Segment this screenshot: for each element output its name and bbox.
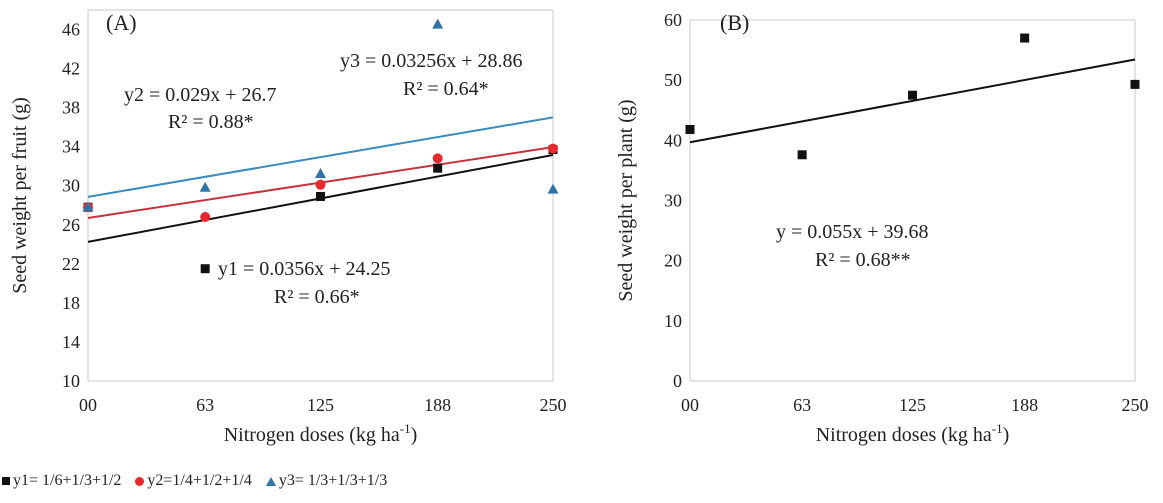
y-tick-label: 26: [62, 215, 80, 235]
data-point-series-1: [685, 125, 695, 135]
data-point-series-3: [82, 201, 94, 212]
y-tick-label: 60: [664, 10, 682, 30]
data-point-series-1: [797, 150, 807, 160]
data-point-series-1: [433, 163, 443, 173]
x-axis-label-sup: -1: [400, 421, 411, 436]
trendline-series-1: [689, 58, 1136, 144]
x-axis-label-main: Nitrogen doses (kg ha: [816, 424, 992, 446]
equation-line: y3 = 0.03256x + 28.86: [340, 50, 523, 72]
y-tick-label: 40: [664, 130, 682, 150]
r-squared-label: R² = 0.88*: [168, 111, 254, 133]
equation-line: y1 = 0.0356x + 24.25: [218, 258, 391, 280]
x-tick-label: 250: [1122, 395, 1149, 415]
legend-square-marker: [2, 477, 10, 485]
x-tick-label: 125: [307, 395, 334, 415]
x-tick-label: 63: [196, 395, 214, 415]
data-point-series-3: [547, 183, 559, 194]
legend-item-y3: y3= 1/3+1/3+1/3: [265, 472, 388, 490]
data-point-series-2: [432, 153, 443, 164]
equation-line: y2 = 0.029x + 26.7: [124, 84, 277, 106]
legend-label-y3: y3= 1/3+1/3+1/3: [278, 472, 388, 489]
y-tick-label: 38: [62, 98, 80, 118]
legend-triangle-marker: [265, 476, 276, 486]
x-axis-label-main: Nitrogen doses (kg ha: [224, 424, 400, 446]
y-tick-label: 10: [664, 311, 682, 331]
y-axis-label: Seed weight per plant (g): [615, 99, 637, 301]
y-tick-label: 50: [664, 70, 682, 90]
x-axis-label-tail: ): [411, 424, 418, 446]
equation-line: y = 0.055x + 39.68: [776, 221, 929, 243]
data-point-series-2: [548, 143, 558, 154]
x-axis-label-sup: -1: [992, 421, 1003, 436]
data-point-series-1: [908, 90, 917, 100]
equation-eq: y = 0.055x + 39.68 R² = 0.68**: [776, 221, 929, 271]
legend-label-y1: y1= 1/6+1/3+1/2: [13, 472, 122, 489]
y-tick-label: 30: [664, 191, 682, 211]
y-tick-label: 46: [62, 20, 80, 40]
x-axis-label: Nitrogen doses (kg ha-1): [816, 421, 1010, 446]
y-tick-label: 34: [62, 137, 80, 157]
legend-label-y2: y2=1/4+1/2+1/4: [147, 472, 252, 489]
y-axis-label: Seed weight per fruit (g): [9, 97, 31, 294]
x-axis-label-tail: ): [1003, 424, 1010, 446]
chart-a-svg: 10 14 18 22 26 30 34 38 42 46 00 63 125 188 250 Nitroge…: [9, 9, 567, 446]
chart-b: 0 10 20 30 40 50 60 00 63 125 188 250 Nitrogen doses…: [590, 0, 1163, 498]
y-tick-label: 20: [664, 251, 682, 271]
panel-label: (B): [720, 10, 749, 35]
legend-circle-marker: [135, 476, 145, 486]
panel-label: (A): [106, 10, 137, 35]
trendline-series-3: [87, 116, 554, 198]
legend-item-y2: y2=1/4+1/2+1/4: [135, 472, 252, 490]
x-tick-label: 125: [899, 395, 926, 415]
r-squared-label: R² = 0.64*: [403, 78, 489, 100]
chart-b-svg: 0 10 20 30 40 50 60 00 63 125 188 250 Nitrogen doses…: [615, 10, 1149, 446]
data-point-series-3: [432, 18, 444, 29]
x-tick-label: 00: [681, 395, 699, 415]
data-point-series-1: [316, 191, 325, 201]
x-axis-label: Nitrogen doses (kg ha-1): [224, 421, 418, 446]
y-tick-label: 42: [62, 59, 80, 79]
data-point-series-1: [1020, 33, 1030, 43]
y-tick-label: 30: [62, 176, 80, 196]
data-point-series-2: [200, 211, 211, 222]
y-tick-label: 10: [62, 371, 80, 391]
x-tick-label: 250: [540, 395, 567, 415]
legend: y1= 1/6+1/3+1/2 y2=1/4+1/2+1/4 y3= 1/3+1…: [2, 470, 387, 492]
y-tick-label: 0: [673, 371, 682, 391]
equation-y1-eq: y1 = 0.0356x + 24.25 R² = 0.66*: [218, 258, 391, 308]
plot-frame: [689, 19, 1136, 382]
data-point-series-1: [200, 264, 210, 274]
r-squared-label: R² = 0.66*: [274, 286, 360, 308]
x-tick-label: 00: [79, 395, 97, 415]
data-point-series-3: [199, 181, 211, 192]
x-tick-label: 63: [793, 395, 811, 415]
plot-frame: [87, 9, 554, 382]
data-point-series-1: [1130, 79, 1140, 89]
data-point-series-2: [315, 179, 326, 190]
y-tick-label: 18: [62, 293, 80, 313]
data-point-series-3: [315, 168, 326, 179]
y-tick-label: 14: [62, 332, 80, 352]
x-tick-label: 188: [1011, 395, 1038, 415]
x-tick-label: 188: [424, 395, 451, 415]
chart-a: 10 14 18 22 26 30 34 38 42 46 00 63 125 188 250 Nitroge…: [9, 9, 567, 446]
equation-y3-eq: y3 = 0.03256x + 28.86 R² = 0.64*: [340, 50, 523, 100]
legend-item-y1: y1= 1/6+1/3+1/2: [2, 472, 121, 490]
y-tick-label: 22: [62, 254, 80, 274]
r-squared-label: R² = 0.68**: [815, 249, 911, 271]
equation-y2-eq: y2 = 0.029x + 26.7 R² = 0.88*: [124, 84, 277, 133]
